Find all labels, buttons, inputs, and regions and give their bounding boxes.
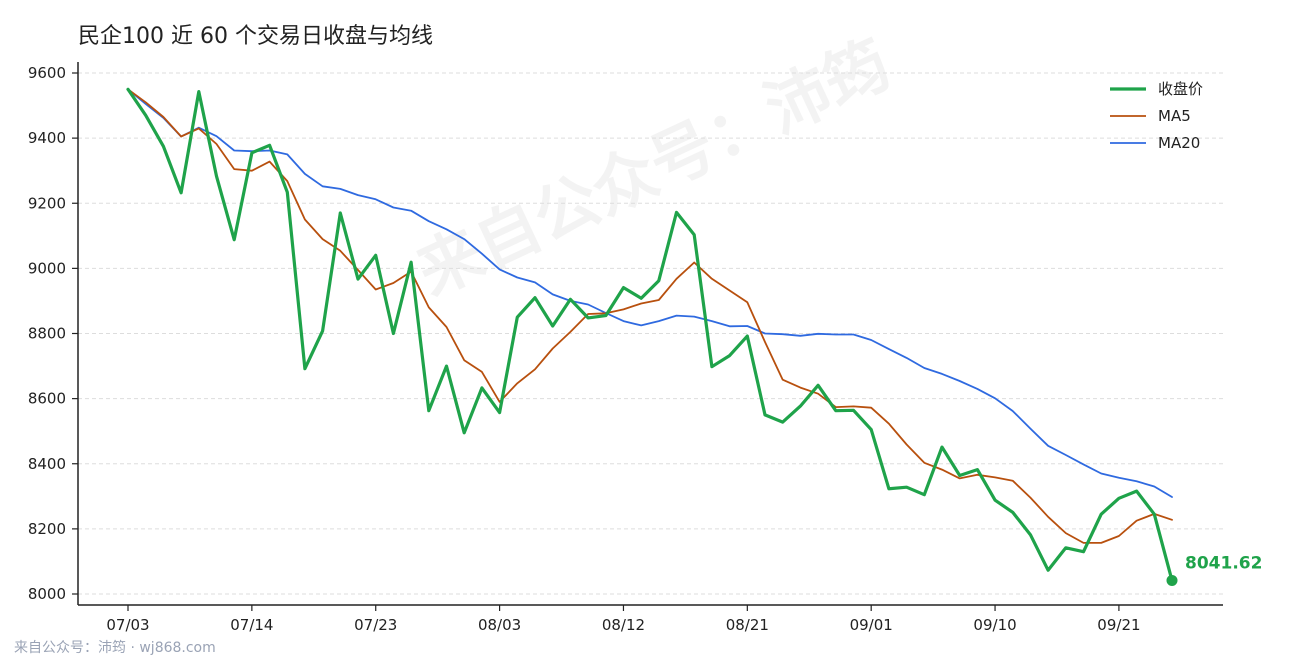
- x-tick-label: 07/14: [230, 616, 273, 634]
- x-tick-label: 07/03: [106, 616, 149, 634]
- x-tick-label: 08/03: [478, 616, 521, 634]
- annotations: 8041.62: [1166, 553, 1262, 586]
- y-tick-label: 8800: [28, 325, 66, 343]
- x-tick-label: 09/10: [973, 616, 1016, 634]
- series-line-ma20: [127, 88, 1173, 498]
- series: [126, 87, 1174, 583]
- x-tick-label: 07/23: [354, 616, 397, 634]
- y-tick-label: 9000: [28, 259, 66, 277]
- chart-title: 民企100 近 60 个交易日收盘与均线: [78, 24, 433, 49]
- last-value-label: 8041.62: [1185, 553, 1262, 573]
- y-tick-label: 9400: [28, 129, 66, 147]
- last-point-marker: [1166, 574, 1178, 586]
- legend-label: MA5: [1158, 107, 1191, 125]
- y-ticks: 8000 8200 8400 8600 8800 9000 9200 9400 9600: [28, 64, 78, 603]
- y-tick-label: 8000: [28, 585, 66, 603]
- x-tick-label: 08/12: [602, 616, 645, 634]
- y-tick-label: 8200: [28, 520, 66, 538]
- y-tick-label: 8600: [28, 390, 66, 408]
- y-tick-label: 9600: [28, 64, 66, 82]
- legend: 收盘价 MA5 MA20: [1110, 80, 1203, 152]
- y-tick-label: 9200: [28, 194, 66, 212]
- legend-label: 收盘价: [1158, 80, 1203, 98]
- footer-text: 来自公众号：沛筠 · wj868.com: [14, 640, 216, 656]
- series-line-close: [126, 87, 1174, 583]
- y-tick-label: 8400: [28, 455, 66, 473]
- x-tick-label: 08/21: [726, 616, 769, 634]
- x-tick-label: 09/01: [850, 616, 893, 634]
- series-line-ma5: [127, 88, 1173, 544]
- x-ticks: 07/03 07/14 07/23 08/03 08/12 08/21 09/01 09/10…: [106, 605, 1141, 634]
- grid-lines: [78, 72, 1223, 595]
- legend-label: MA20: [1158, 134, 1200, 152]
- x-tick-label: 09/21: [1097, 616, 1140, 634]
